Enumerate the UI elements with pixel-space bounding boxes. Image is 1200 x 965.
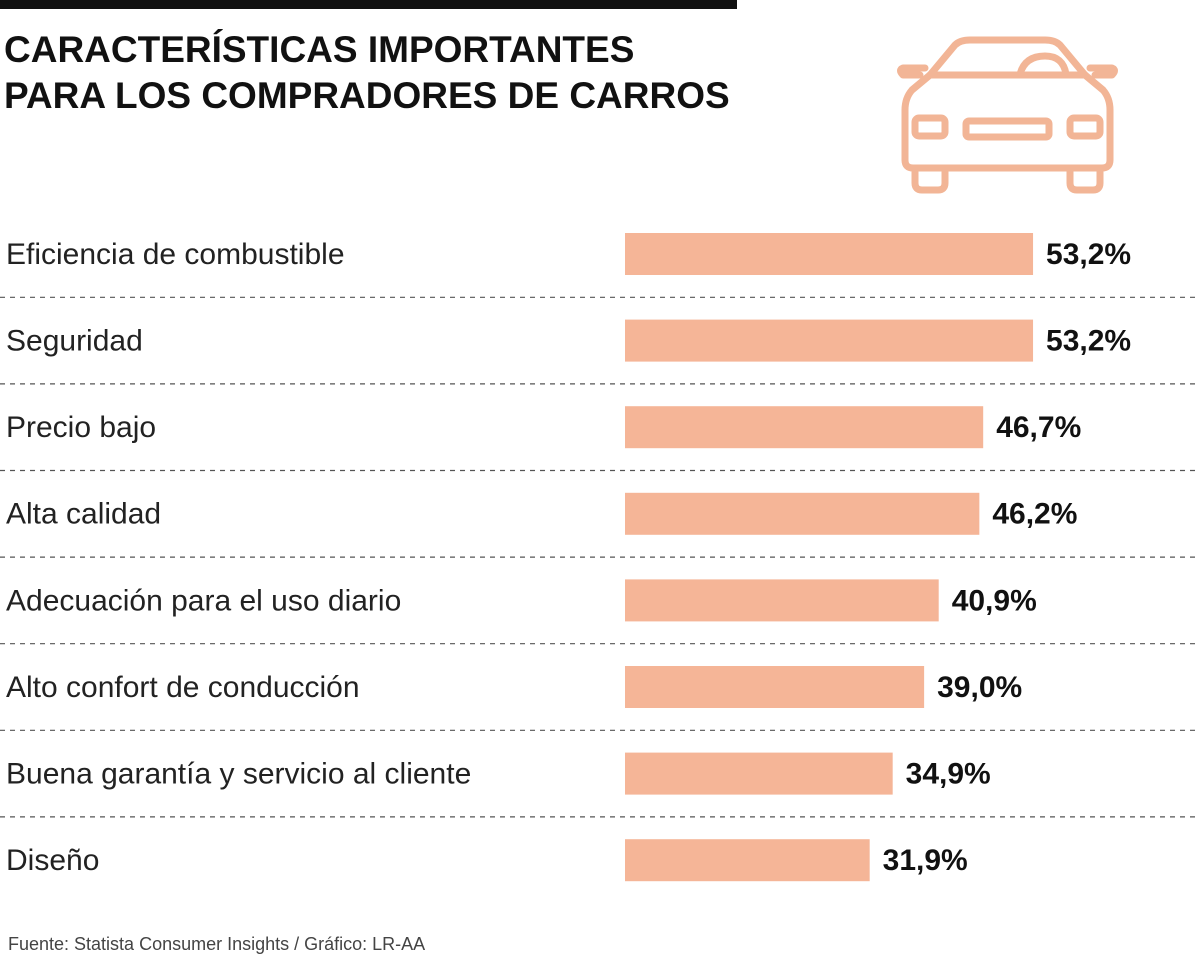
- bar: [625, 752, 893, 795]
- bar: [625, 492, 980, 535]
- value-label: 39,0%: [937, 671, 1022, 704]
- value-label: 34,9%: [906, 758, 991, 791]
- value-label: 53,2%: [1046, 238, 1131, 271]
- car-icon: [897, 36, 1118, 194]
- category-label: Seguridad: [6, 325, 143, 358]
- bar: [625, 319, 1034, 362]
- chart-title: CARACTERÍSTICAS IMPORTANTES: [4, 29, 634, 70]
- bar: [625, 666, 925, 708]
- category-label: Diseño: [6, 844, 99, 877]
- category-label: Buena garantía y servicio al cliente: [6, 758, 471, 791]
- value-label: 40,9%: [952, 584, 1037, 617]
- category-label: Precio bajo: [6, 411, 156, 444]
- chart-title: PARA LOS COMPRADORES DE CARROS: [4, 75, 730, 116]
- value-label: 31,9%: [883, 844, 968, 877]
- value-label: 46,2%: [992, 498, 1077, 531]
- bar: [625, 233, 1034, 275]
- source-note: Fuente: Statista Consumer Insights / Grá…: [8, 934, 425, 954]
- category-label: Adecuación para el uso diario: [6, 584, 401, 617]
- bar: [625, 406, 984, 449]
- bar: [625, 839, 870, 882]
- value-label: 53,2%: [1046, 325, 1131, 358]
- category-label: Eficiencia de combustible: [6, 238, 345, 271]
- value-label: 46,7%: [996, 411, 1081, 444]
- category-label: Alto confort de conducción: [6, 671, 360, 704]
- category-label: Alta calidad: [6, 498, 161, 531]
- top-rule: [0, 0, 737, 9]
- bar: [625, 579, 939, 622]
